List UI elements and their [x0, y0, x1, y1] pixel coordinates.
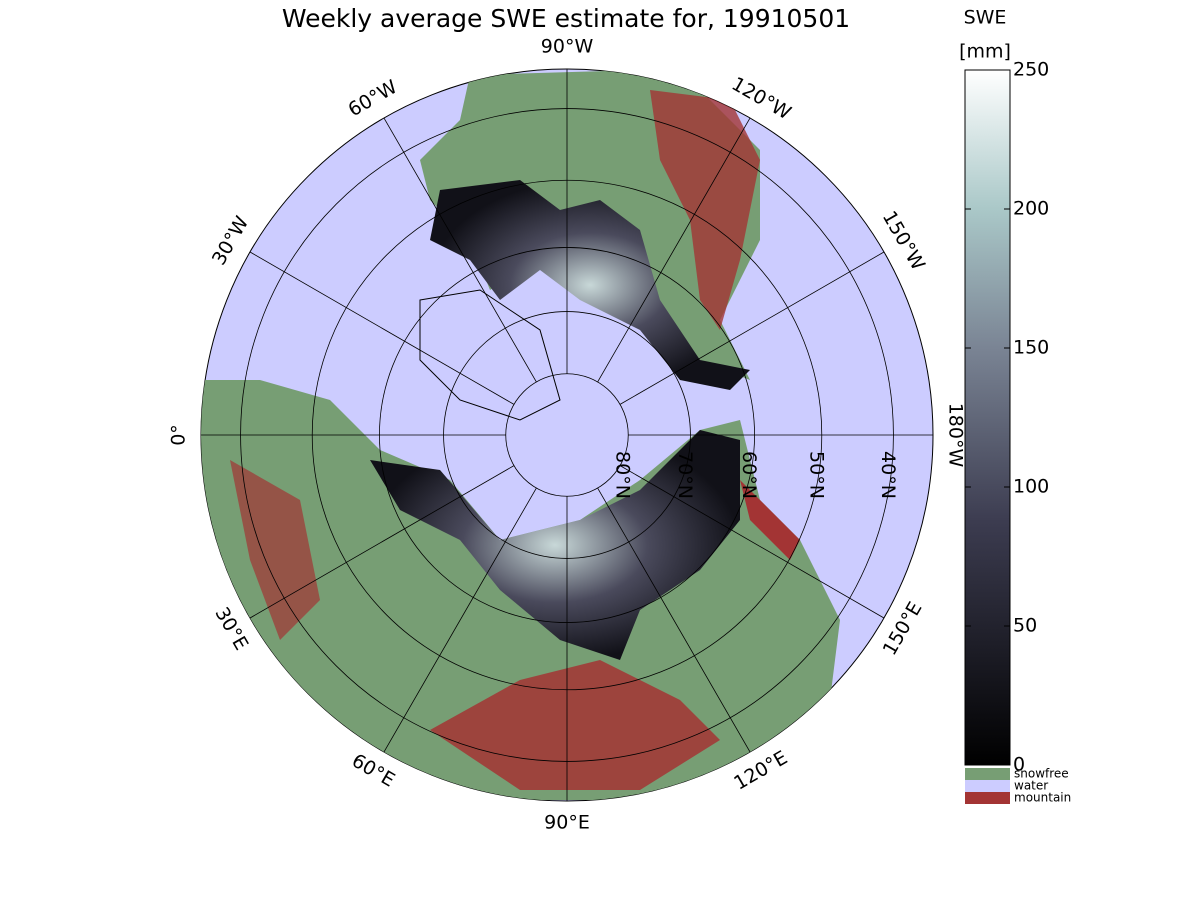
colorbar-tick-label: 150 — [1013, 337, 1049, 359]
latitude-label: 50°N — [805, 451, 827, 499]
legend-swatch — [965, 792, 1010, 804]
meridian — [619, 465, 885, 619]
longitude-label: 90°E — [544, 812, 590, 834]
meridian — [597, 117, 751, 383]
meridian — [619, 251, 885, 405]
latitude-label: 80°N — [612, 451, 634, 499]
latitude-circle — [240, 108, 894, 762]
colorbar-tick-label: 200 — [1013, 198, 1049, 220]
colorbar-tick-label: 250 — [1013, 59, 1049, 81]
colorbar-tick-label: 50 — [1013, 615, 1037, 637]
latitude-label: 70°N — [674, 451, 696, 499]
land — [201, 70, 840, 800]
map-disk — [200, 68, 934, 802]
colorbar-tick-label: 0 — [1013, 754, 1025, 776]
legend-label: mountain — [1014, 791, 1071, 805]
legend-swatch — [965, 780, 1010, 792]
legend-label: water — [1014, 779, 1048, 793]
meridian — [249, 251, 515, 405]
latitude-label: 60°N — [738, 451, 760, 499]
meridian — [597, 487, 751, 753]
meridian — [383, 117, 537, 383]
colorbar-tick-label: 100 — [1013, 476, 1049, 498]
legend-label: snowfree — [1014, 767, 1069, 781]
longitude-label: 180°W — [945, 403, 967, 468]
latitude-label: 40°N — [877, 451, 899, 499]
longitude-label: 90°W — [541, 36, 594, 58]
meridian — [383, 487, 537, 753]
colorbar-unit: [mm] — [959, 41, 1011, 63]
legend-swatch — [965, 768, 1010, 780]
latitude-circle — [443, 311, 691, 559]
latitude-circle — [311, 179, 823, 691]
colorbar-label: SWE — [964, 7, 1007, 29]
latitude-circle — [379, 247, 755, 623]
meridian — [249, 465, 515, 619]
colorbar — [964, 69, 1011, 766]
longitude-label: 0° — [168, 424, 190, 446]
map-title: Weekly average SWE estimate for, 1991050… — [282, 4, 850, 33]
latitude-circle — [505, 373, 629, 497]
